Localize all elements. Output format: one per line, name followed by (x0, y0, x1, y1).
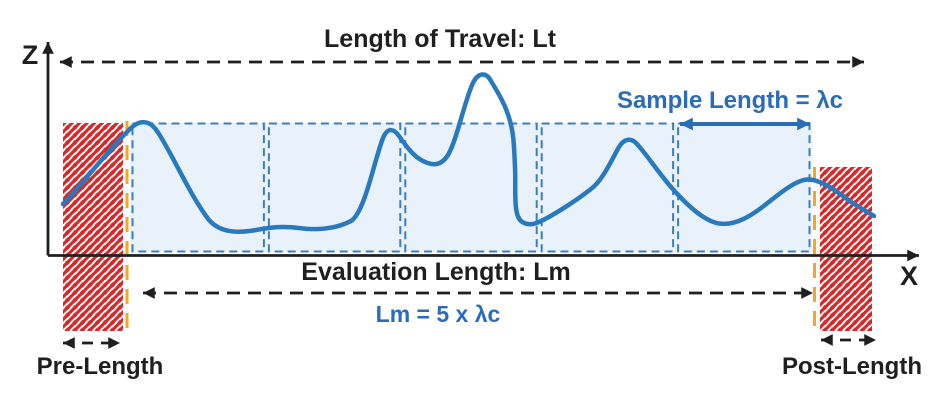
pre-length-label: Pre-Length (36, 353, 164, 380)
sample-length-label: Sample Length = λc (616, 87, 844, 114)
x-axis-label: X (899, 261, 918, 291)
length-of-travel-label: Length of Travel: Lt (324, 25, 556, 53)
lm-formula-label: Lm = 5 x λc (375, 301, 501, 327)
post-travel-hatch-region (820, 167, 872, 331)
evaluation-length-label: Evaluation Length: Lm (301, 258, 571, 286)
pre-travel-hatch-region (63, 123, 123, 331)
z-axis-label: Z (21, 40, 39, 70)
profile-curve (60, 72, 877, 234)
post-length-label: Post-Length (782, 353, 922, 380)
